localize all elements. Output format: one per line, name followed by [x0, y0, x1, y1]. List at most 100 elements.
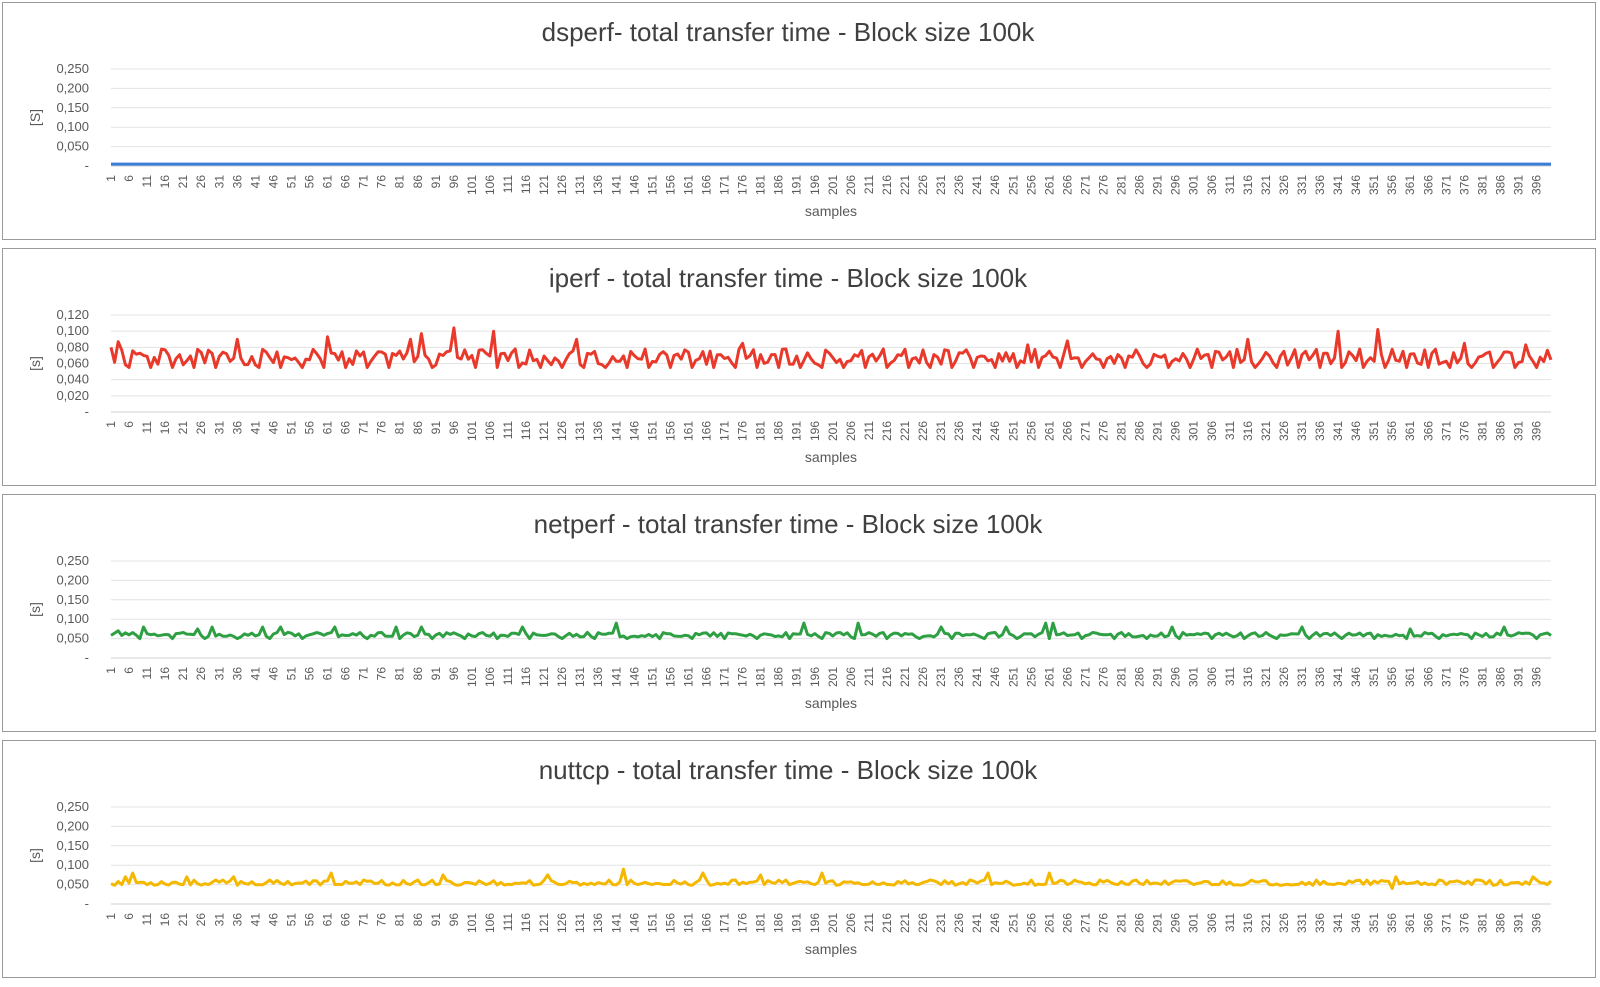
x-tick-label: 61: [321, 913, 335, 927]
y-tick-label: 0,150: [56, 592, 89, 607]
x-tick-label: 186: [772, 175, 786, 195]
x-tick-label: 396: [1530, 667, 1544, 687]
x-tick-label: 221: [898, 421, 912, 441]
x-tick-label: 191: [790, 175, 804, 195]
x-tick-label: 136: [591, 421, 605, 441]
x-tick-label: 176: [736, 175, 750, 195]
x-tick-label: 326: [1277, 667, 1291, 687]
y-tick-label: 0,200: [56, 818, 89, 833]
x-tick-label: 61: [321, 175, 335, 189]
x-tick-label: 251: [1006, 913, 1020, 933]
x-tick-label: 81: [393, 667, 407, 681]
chart-title: nuttcp - total transfer time - Block siz…: [539, 755, 1039, 785]
x-tick-label: 66: [339, 175, 353, 189]
x-tick-label: 346: [1349, 667, 1363, 687]
x-tick-label: 171: [718, 913, 732, 933]
x-tick-label: 246: [988, 175, 1002, 195]
x-tick-label: 146: [627, 175, 641, 195]
x-tick-label: 281: [1115, 667, 1129, 687]
x-tick-label: 1: [104, 175, 118, 182]
x-tick-label: 116: [519, 913, 533, 932]
x-tick-label: 106: [483, 421, 497, 441]
x-tick-label: 91: [429, 175, 443, 189]
y-axis-label: [s]: [27, 602, 43, 617]
x-tick-label: 256: [1024, 421, 1038, 441]
x-tick-label: 21: [176, 175, 190, 189]
x-tick-label: 141: [609, 667, 623, 687]
x-tick-label: 281: [1115, 913, 1129, 933]
x-tick-label: 391: [1512, 913, 1526, 933]
x-tick-label: 256: [1024, 175, 1038, 195]
x-tick-label: 51: [284, 175, 298, 189]
y-tick-label: 0,060: [56, 356, 89, 371]
x-tick-label: 226: [916, 175, 930, 195]
x-tick-label: 381: [1475, 913, 1489, 933]
x-tick-label: 371: [1439, 667, 1453, 687]
x-tick-label: 86: [411, 175, 425, 189]
x-tick-label: 36: [230, 913, 244, 927]
x-tick-label: 1: [104, 667, 118, 674]
x-tick-label: 121: [537, 913, 551, 933]
x-tick-label: 156: [663, 913, 677, 933]
x-tick-label: 191: [790, 913, 804, 933]
x-tick-label: 21: [176, 667, 190, 681]
x-tick-label: 191: [790, 421, 804, 441]
y-tick-label: -: [85, 650, 89, 665]
x-tick-label: 41: [248, 667, 262, 681]
x-tick-label: 101: [465, 667, 479, 687]
y-axis-label: [s]: [27, 848, 43, 863]
chart-title: netperf - total transfer time - Block si…: [534, 509, 1044, 539]
y-axis-label: [s]: [27, 356, 43, 371]
x-tick-label: 56: [302, 667, 316, 681]
x-tick-label: 196: [808, 913, 822, 933]
x-tick-label: 176: [736, 421, 750, 441]
y-tick-label: 0,020: [56, 388, 89, 403]
x-tick-label: 321: [1259, 175, 1273, 195]
x-tick-label: 111: [501, 175, 515, 194]
x-tick-label: 26: [194, 421, 208, 435]
x-tick-label: 26: [194, 667, 208, 681]
x-tick-label: 226: [916, 667, 930, 687]
x-tick-label: 41: [248, 175, 262, 189]
x-tick-label: 106: [483, 175, 497, 195]
x-tick-label: 311: [1223, 421, 1237, 440]
x-tick-label: 181: [754, 913, 768, 933]
x-tick-label: 46: [266, 667, 280, 681]
y-tick-label: -: [85, 404, 89, 419]
x-tick-label: 301: [1187, 175, 1201, 195]
x-tick-label: 336: [1313, 175, 1327, 195]
y-tick-label: 0,040: [56, 372, 89, 387]
x-tick-label: 296: [1169, 667, 1183, 687]
x-tick-label: 366: [1421, 667, 1435, 687]
x-tick-label: 6: [122, 667, 136, 674]
x-tick-label: 321: [1259, 421, 1273, 441]
x-tick-label: 146: [627, 913, 641, 933]
chart-netperf: netperf - total transfer time - Block si…: [27, 509, 1552, 711]
x-tick-label: 71: [357, 175, 371, 189]
x-tick-label: 311: [1223, 913, 1237, 932]
x-tick-label: 136: [591, 667, 605, 687]
x-tick-label: 211: [862, 175, 876, 194]
x-tick-label: 186: [772, 913, 786, 933]
x-tick-label: 71: [357, 913, 371, 927]
y-tick-label: 0,250: [56, 553, 89, 568]
x-tick-label: 231: [934, 913, 948, 933]
x-tick-label: 251: [1006, 667, 1020, 687]
y-tick-label: 0,250: [56, 799, 89, 814]
x-tick-label: 286: [1133, 421, 1147, 441]
series-line: [109, 326, 1553, 369]
chart-title: dsperf- total transfer time - Block size…: [542, 17, 1036, 47]
x-tick-label: 11: [140, 175, 154, 188]
x-tick-label: 166: [699, 175, 713, 195]
x-tick-label: 161: [681, 913, 695, 933]
x-tick-label: 101: [465, 913, 479, 933]
x-tick-label: 221: [898, 667, 912, 687]
chart-iperf: iperf - total transfer time - Block size…: [27, 263, 1553, 465]
x-tick-label: 176: [736, 667, 750, 687]
x-tick-label: 321: [1259, 667, 1273, 687]
x-tick-label: 291: [1151, 421, 1165, 441]
x-tick-label: 376: [1457, 421, 1471, 441]
x-tick-label: 241: [970, 913, 984, 933]
x-tick-label: 106: [483, 913, 497, 933]
x-tick-label: 301: [1187, 667, 1201, 687]
